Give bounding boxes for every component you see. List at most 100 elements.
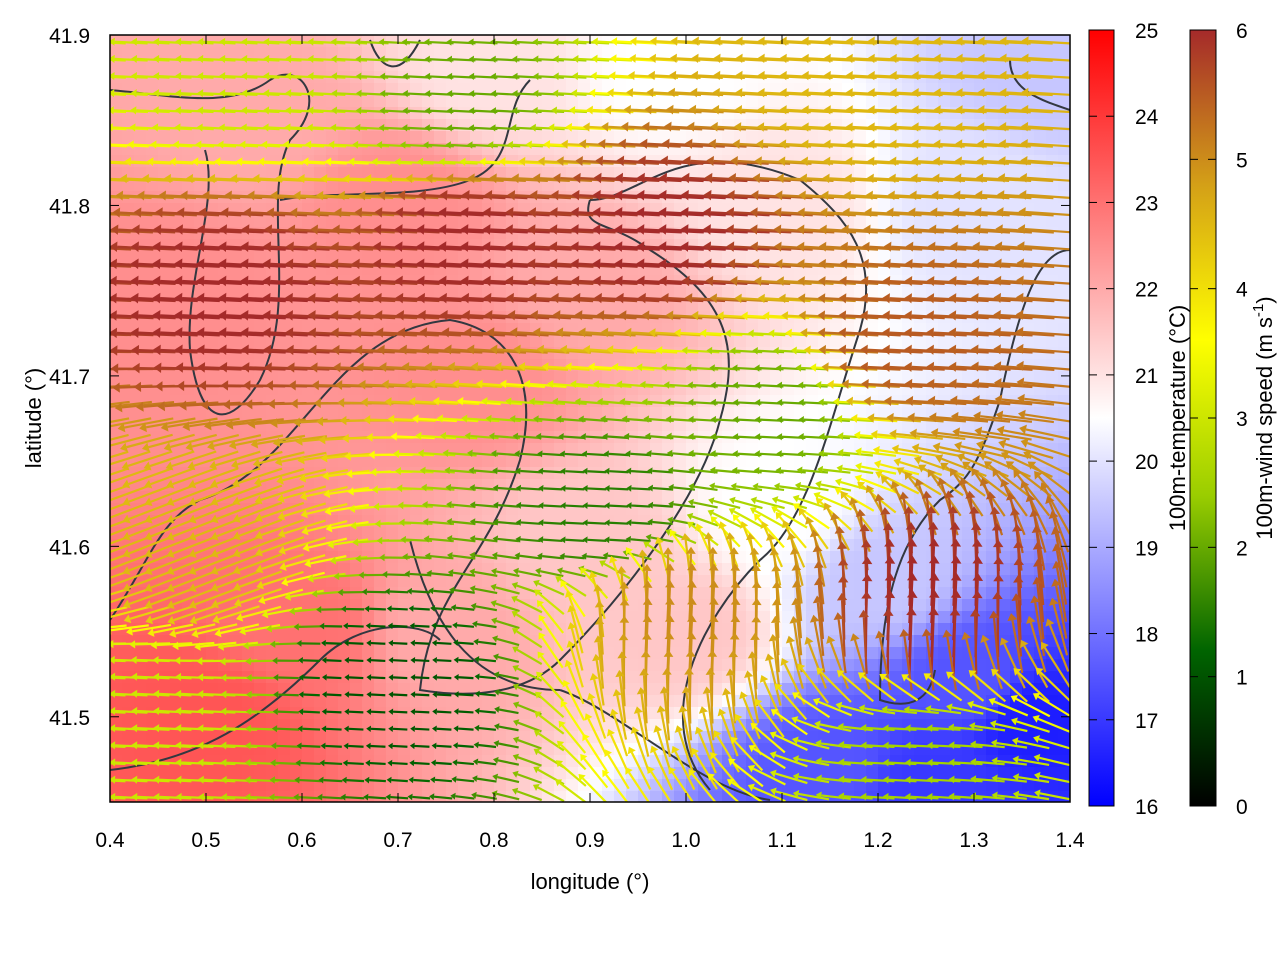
temperature-cell [122,47,135,60]
temperature-cell [698,599,711,612]
temperature-cell [590,527,603,540]
temperature-cell [914,671,927,684]
temperature-cell [626,515,639,528]
temperature-cell [938,539,951,552]
temperature-cell [638,491,651,504]
temperature-cell [278,371,291,384]
temperature-cell [350,95,363,108]
temperature-cell [494,47,507,60]
temperature-cell [206,647,219,660]
temperature-cell [290,47,303,60]
temperature-cell [302,443,315,456]
temperature-cell [878,731,891,744]
temperature-cell [230,167,243,180]
temperature-cell [782,695,795,708]
temperature-cell [710,335,723,348]
temperature-cell [578,47,591,60]
temperature-cell [362,179,375,192]
temperature-cell [410,527,423,540]
temperature-cell [290,95,303,108]
temperature-cell [290,731,303,744]
temperature-cell [410,647,423,660]
temperature-cell [314,683,327,696]
temperature-cell [770,455,783,468]
temperature-cell [254,59,267,72]
temperature-cell [782,743,795,756]
temperature-cell [434,131,447,144]
temperature-cell [698,95,711,108]
temperature-cell [338,611,351,624]
temperature-cell [314,647,327,660]
temperature-cell [386,467,399,480]
temperature-cell [938,755,951,768]
temperature-cell [542,215,555,228]
temperature-cell [290,131,303,144]
temperature-cell [806,251,819,264]
temperature-cell [446,455,459,468]
temperature-cell [842,515,855,528]
temperature-cell [962,335,975,348]
temperature-cell [146,215,159,228]
temperature-cell [950,95,963,108]
temperature-cell [650,695,663,708]
temperature-cell [890,515,903,528]
temperature-cell [278,215,291,228]
temperature-cell [206,287,219,300]
temperature-cell [146,35,159,48]
temperature-cell [626,683,639,696]
temperature-cell [194,95,207,108]
temperature-cell [830,599,843,612]
temperature-cell [566,407,579,420]
temperature-cell [110,131,123,144]
temperature-cell [158,131,171,144]
temperature-cell [110,95,123,108]
temperature-cell [374,743,387,756]
temperature-cell [938,767,951,780]
temperature-cell [626,671,639,684]
temperature-cell [278,299,291,312]
temperature-cell [242,371,255,384]
temperature-cell [530,215,543,228]
temperature-cell [194,695,207,708]
temperature-cell [578,491,591,504]
temperature-cell [542,527,555,540]
temperature-cell [326,95,339,108]
temperature-cell [518,491,531,504]
temperature-cell [470,731,483,744]
temperature-cell [674,647,687,660]
temperature-cell [602,575,615,588]
temperature-cell [482,371,495,384]
temperature-cell [302,683,315,696]
temperature-cell [650,623,663,636]
temperature-cell [566,371,579,384]
temperature-cell [878,755,891,768]
temperature-cell [350,455,363,468]
temperature-cell [302,59,315,72]
temperature-cell [710,215,723,228]
temperature-cell [446,95,459,108]
temperature-cell [674,635,687,648]
temperature-cell [230,755,243,768]
temperature-cell [110,179,123,192]
temperature-cell [362,659,375,672]
temperature-cell [998,599,1011,612]
temperature-cell [314,779,327,792]
temperature-cell [626,455,639,468]
temperature-cell [602,779,615,792]
temperature-cell [314,755,327,768]
temperature-cell [206,59,219,72]
temperature-cell [314,731,327,744]
temperature-cell [398,407,411,420]
temperature-cell [638,95,651,108]
temperature-cell [278,95,291,108]
temperature-cell [170,167,183,180]
temperature-cell [302,167,315,180]
temperature-cell [182,755,195,768]
temperature-cell [902,131,915,144]
temperature-cell [482,767,495,780]
temperature-cell [374,683,387,696]
temperature-cell [602,683,615,696]
temperature-cell [458,587,471,600]
temperature-cell [158,287,171,300]
